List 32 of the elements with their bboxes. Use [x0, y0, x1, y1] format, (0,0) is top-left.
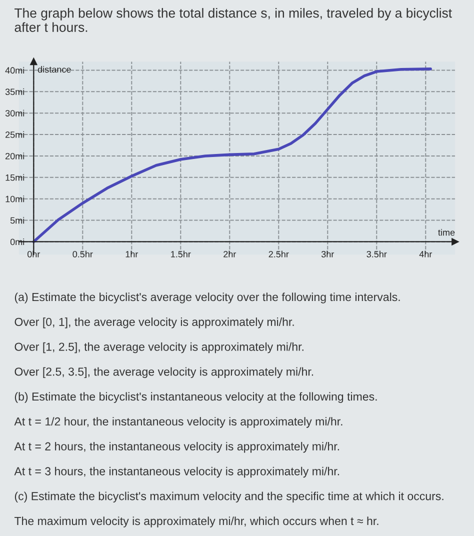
text: (b) Estimate the bicyclist's instantaneous velocity at the following times.	[14, 392, 377, 403]
line-series	[32, 68, 432, 244]
x-tick-label: 0hr	[27, 250, 40, 258]
y-tick-label: 20mi	[6, 152, 24, 160]
x-tick-label: 0.5hr	[72, 250, 93, 258]
text: Over [2.5, 3.5], the average velocity is approximately mi/hr.	[14, 367, 314, 378]
text: At t = 2 hours, the instantaneous velocity is approximately mi/hr.	[14, 442, 339, 453]
x-tick-label: 3hr	[321, 250, 334, 258]
y-tick-label: 35mi	[5, 88, 24, 96]
x-tick-label: 1.5hr	[171, 250, 191, 258]
x-tick-label: 4hr	[419, 250, 432, 258]
y-tick-label: 5mi	[10, 217, 24, 224]
y-tick-label: 10mi	[6, 196, 24, 202]
text: Over [1, 2.5], the average velocity is approximately mi/hr.	[14, 342, 304, 354]
y-axis-title: distance	[38, 66, 71, 73]
x-tick-label: 3.5hr	[366, 250, 387, 258]
text: (a) Estimate the bicyclist's average velocity over the following time intervals.	[14, 292, 400, 304]
x-axis-title: time	[438, 229, 455, 236]
text: The maximum velocity is approximately mi/hr, which occurs when t ≈ hr.	[14, 516, 378, 528]
y-tick-label: 0mi	[10, 238, 24, 246]
y-tick-label: 40mi	[5, 66, 24, 74]
text: At t = 3 hours, the instantaneous velocity is approximately mi/hr.	[14, 466, 339, 478]
chart-title: The graph below shows the total distance s, in miles, traveled by a bicyclist after t hours.	[14, 8, 452, 32]
text: Over [0, 1], the average velocity is approximately mi/hr.	[14, 318, 294, 328]
y-tick-label: 25mi	[6, 131, 24, 138]
x-tick-label: 1hr	[126, 250, 138, 258]
text: (c) Estimate the bicyclist's maximum velocity and the specific time at which it occurs.	[14, 492, 444, 502]
x-tick-label: 2.5hr	[268, 250, 289, 258]
x-tick-label: 2hr	[224, 250, 236, 258]
y-tick-label: 15mi	[6, 174, 24, 181]
y-tick-label: 30mi	[5, 110, 24, 116]
text: At t = 1/2 hour, the instantaneous velocity is approximately mi/hr.	[14, 417, 342, 428]
